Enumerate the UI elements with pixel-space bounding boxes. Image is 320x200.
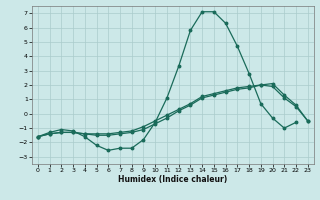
X-axis label: Humidex (Indice chaleur): Humidex (Indice chaleur): [118, 175, 228, 184]
